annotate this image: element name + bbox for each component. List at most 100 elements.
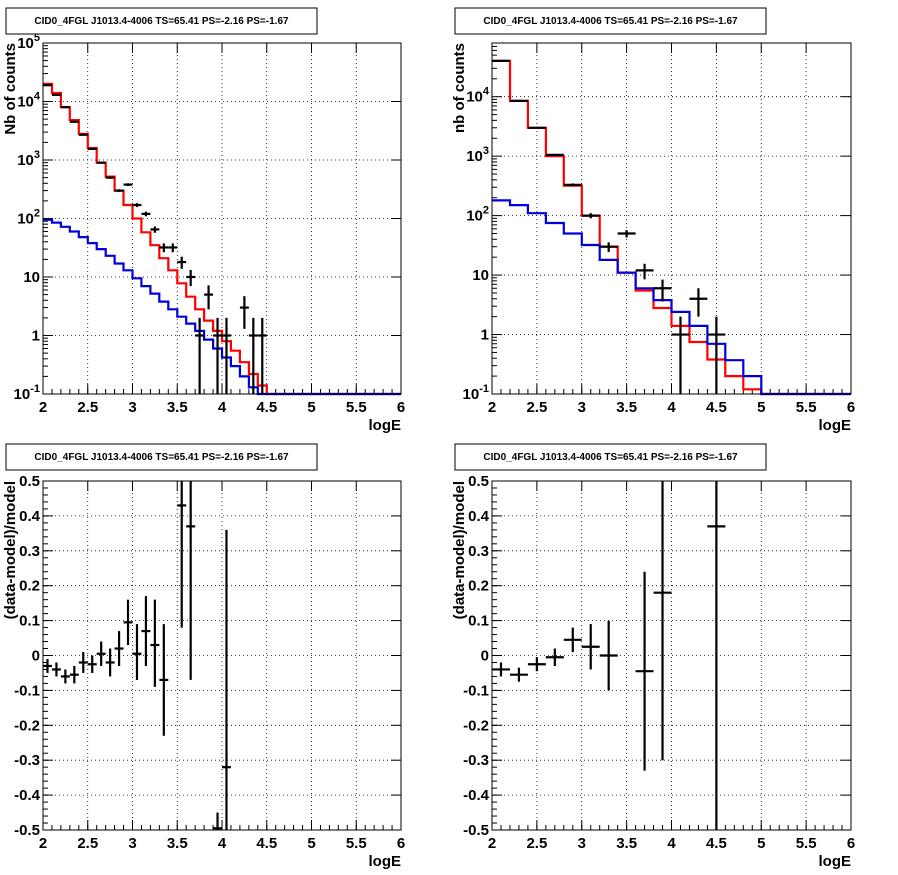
data-point [159, 624, 169, 736]
x-tick-label: 2.5 [526, 399, 547, 416]
data-point [105, 176, 115, 179]
data-point [257, 317, 267, 394]
data-point [689, 288, 708, 317]
y-tick-label: -0.5 [14, 822, 40, 839]
y-tick-label: 0.1 [468, 613, 489, 630]
data-point [78, 133, 88, 136]
x-tick-label: 4.5 [706, 835, 727, 852]
data-point [581, 624, 600, 670]
y-tick-label: -0.2 [14, 717, 40, 734]
data-point [204, 285, 214, 310]
data-point [545, 648, 564, 666]
panel-top-right: 2 2.5 3 3.5 4 4.5 5 5.5 6 10-1 1 10 102 103 104 logE nb … [451, 7, 855, 434]
data-point [168, 243, 178, 253]
data-point [43, 658, 52, 673]
plot-frame [491, 480, 852, 831]
data-point [239, 296, 249, 329]
y-axis-label: (data-model)/model [2, 481, 19, 619]
data-point [87, 147, 97, 150]
histogram-series-background-model [492, 199, 851, 396]
y-tick-label: 102 [17, 208, 40, 228]
x-tick-label: 2 [488, 835, 496, 852]
y-tick-label: 0.4 [19, 508, 41, 525]
y-tick-label: -0.5 [463, 822, 489, 839]
data-point [599, 620, 618, 691]
y-tick-label: 10 [472, 267, 489, 284]
data-point [51, 662, 61, 677]
data-point [114, 189, 124, 193]
data-point [141, 596, 151, 666]
plot-frame [42, 42, 402, 395]
data-point [195, 317, 205, 394]
data-point [248, 317, 258, 394]
panel-bottom-left: 2 2.5 3 3.5 4 4.5 5 5.5 6 -0.5 -0.4 -0.3 -0.2 -0.1 0 0.… [2, 443, 405, 870]
data-point [69, 120, 79, 123]
y-tick-label: 10 [23, 269, 40, 286]
y-tick-label: 1 [32, 328, 40, 345]
data-point [51, 93, 61, 96]
x-tick-label: 5 [757, 835, 765, 852]
x-tick-label: 5 [307, 835, 315, 852]
data-point [150, 226, 160, 233]
x-tick-label: 3.5 [167, 399, 188, 416]
x-tick-label: 5.5 [796, 399, 817, 416]
title-box [5, 7, 318, 35]
data-point [707, 481, 726, 830]
data-point [96, 161, 106, 164]
plot-frame [42, 480, 402, 831]
y-tick-label: 104 [17, 91, 41, 111]
y-tick-label: -0.3 [14, 752, 40, 769]
y-tick-label: 104 [466, 86, 490, 106]
y-tick-label: 105 [17, 32, 40, 52]
y-tick-label: 103 [17, 149, 40, 169]
y-tick-label: -0.2 [463, 717, 489, 734]
panel-top-left: 2 2.5 3 3.5 4 4.5 5 5.5 6 10-1 1 10 102 103 104 105 logE… [2, 7, 405, 434]
data-point [653, 481, 672, 761]
data-point [509, 667, 528, 682]
y-tick-label: 102 [466, 205, 489, 225]
data-point [159, 243, 169, 253]
data-point [132, 624, 142, 680]
y-tick-label: 0.3 [468, 543, 489, 560]
panel-bottom-right: 2 2.5 3 3.5 4 4.5 5 5.5 6 -0.5 -0.4 -0.3 -0.2 -0.1 0 0.… [451, 443, 855, 870]
x-tick-label: 3.5 [616, 835, 637, 852]
y-tick-label: -0.3 [463, 752, 489, 769]
x-tick-label: 4 [667, 835, 676, 852]
data-point [527, 126, 546, 129]
chart-title: CID0_4FGL J1013.4-4006 TS=65.41 PS=-2.16… [483, 16, 738, 27]
x-tick-label: 4 [667, 399, 676, 416]
x-tick-label: 3 [128, 399, 136, 416]
data-point [581, 213, 600, 219]
data-point [43, 84, 52, 87]
x-tick-label: 4.5 [706, 399, 727, 416]
data-point [114, 631, 124, 666]
y-tick-label: 0.2 [468, 578, 489, 595]
data-point [132, 203, 142, 208]
x-tick-label: 2.5 [77, 399, 98, 416]
y-tick-label: 1 [481, 327, 489, 344]
y-tick-label: 10-1 [463, 383, 489, 403]
y-tick-label: 0.5 [468, 473, 489, 490]
x-tick-label: 5 [307, 399, 315, 416]
x-axis-label: logE [819, 417, 852, 434]
x-tick-label: 5 [757, 399, 765, 416]
x-axis-label: logE [369, 417, 402, 434]
data-point [69, 665, 79, 684]
x-tick-label: 4 [218, 835, 227, 852]
data-point [545, 153, 564, 156]
x-tick-label: 4.5 [256, 399, 277, 416]
x-tick-label: 6 [397, 835, 405, 852]
title-box [454, 7, 767, 35]
x-tick-label: 2.5 [77, 835, 98, 852]
data-point [222, 317, 231, 394]
x-tick-label: 2 [39, 399, 47, 416]
data-point [123, 183, 133, 186]
x-axis-label: logE [369, 853, 402, 870]
x-tick-label: 5.5 [796, 835, 817, 852]
data-point [492, 662, 510, 677]
y-tick-label: -0.4 [14, 787, 41, 804]
title-box [454, 443, 767, 471]
x-tick-label: 6 [847, 835, 855, 852]
